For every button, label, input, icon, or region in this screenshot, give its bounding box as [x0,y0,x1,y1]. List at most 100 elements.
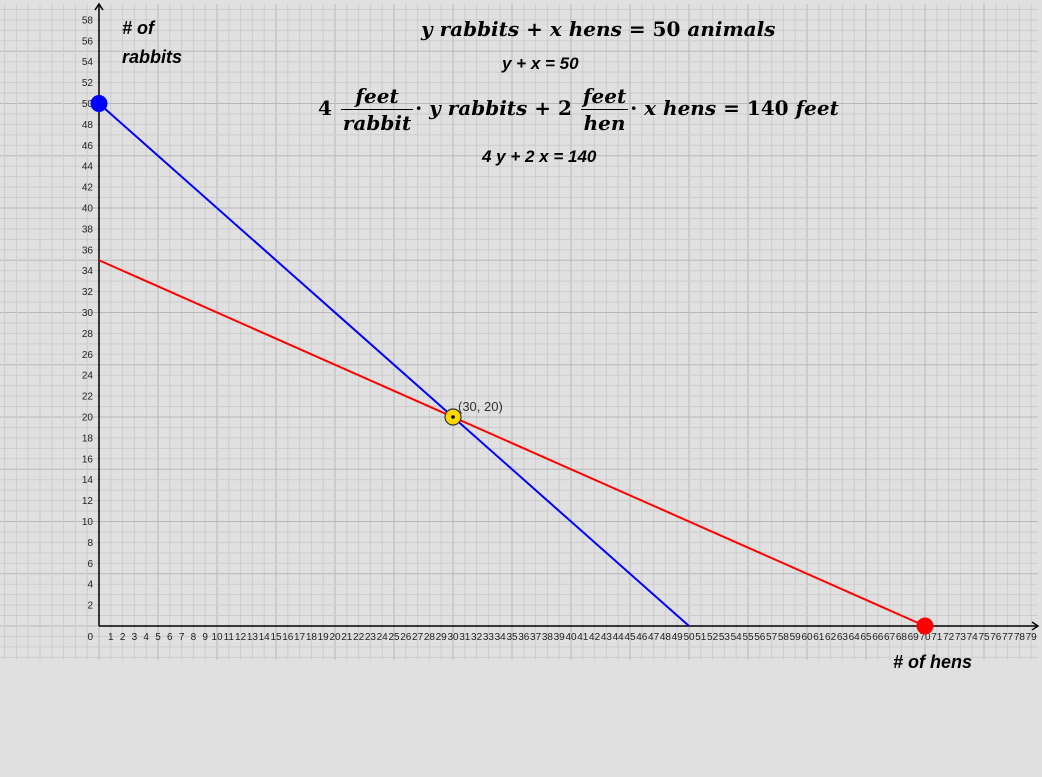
x-tick-label: 2 [120,632,126,643]
x-tick-label: 54 [731,632,743,643]
x-tick-label: 79 [1026,632,1038,643]
y-tick-label: 40 [82,204,94,215]
x-tick-label: 38 [542,632,554,643]
x-tick-label: 5 [155,632,161,643]
endpoint-marker[interactable] [916,617,934,635]
x-tick-label: 42 [589,632,601,643]
x-tick-label: 15 [270,632,282,643]
y-tick-label: 22 [82,392,94,403]
y-tick-label: 36 [82,245,94,256]
x-tick-label: 45 [624,632,636,643]
x-tick-label: 77 [1002,632,1014,643]
y-tick-label: 56 [82,36,94,47]
x-tick-label: 37 [530,632,542,643]
y-tick-label: 42 [82,183,94,194]
fraction-feet-per-hen: feet hen [580,84,629,135]
x-tick-label: 8 [191,632,197,643]
y-tick-label: 30 [82,308,94,319]
intersection-point-center [451,415,455,419]
x-tick-label: 16 [282,632,294,643]
x-tick-label: 32 [471,632,483,643]
x-tick-label: 6 [167,632,173,643]
y-axis-label-line1: # of [122,18,155,38]
x-tick-label: 27 [412,632,424,643]
y-tick-label: 50 [82,99,94,110]
y-tick-label: 46 [82,141,94,152]
x-tick-label: 74 [967,632,979,643]
x-tick-label: 64 [849,632,861,643]
x-tick-label: 17 [294,632,306,643]
x-tick-label: 60 [801,632,813,643]
x-tick-label: 44 [613,632,625,643]
x-tick-label: 49 [672,632,684,643]
grid-lines [0,4,1038,660]
x-tick-label: 57 [766,632,778,643]
x-tick-label: 30 [447,632,459,643]
x-tick-label: 69 [908,632,920,643]
x-tick-label: 71 [931,632,943,643]
x-tick-label: 11 [224,632,235,643]
point-markers[interactable]: (30, 20) [90,95,934,635]
y-tick-label: 20 [82,413,94,424]
y-tick-label: 10 [82,517,94,528]
x-tick-label: 47 [648,632,660,643]
x-tick-label: 41 [577,632,589,643]
x-tick-label: 14 [259,632,271,643]
x-tick-label: 12 [235,632,247,643]
x-tick-label: 62 [825,632,837,643]
x-tick-label: 59 [790,632,802,643]
fraction-feet-per-rabbit: feet rabbit [340,84,414,135]
x-tick-label: 22 [353,632,365,643]
x-tick-label: 58 [778,632,790,643]
equation-2-simple: 4 y + 2 x = 140 [482,147,597,166]
y-tick-label: 4 [87,580,93,591]
y-tick-label: 26 [82,350,94,361]
x-tick-label: 46 [636,632,648,643]
x-tick-label: 72 [943,632,955,643]
y-tick-label: 38 [82,224,94,235]
x-axis-arrow [1031,621,1040,631]
y-tick-label: 28 [82,329,94,340]
x-tick-label: 76 [990,632,1002,643]
y-tick-label: 16 [82,454,94,465]
x-tick-label: 40 [565,632,577,643]
equation-2-math: 4 feet rabbit · y rabbits + 2 feet hen · x h… [318,84,839,135]
x-tick-label: 36 [518,632,530,643]
x-tick-label: 39 [554,632,566,643]
y-tick-label: 52 [82,78,94,89]
y-tick-label: 12 [82,496,94,507]
y-tick-label: 32 [82,287,94,298]
intersection-point-label: (30, 20) [458,399,503,414]
endpoint-marker[interactable] [90,95,108,112]
x-tick-label: 52 [707,632,719,643]
y-axis-label-line2: rabbits [122,47,183,67]
x-axis-label: # of hens [893,652,973,672]
x-tick-label: 34 [495,632,507,643]
x-tick-label: 33 [483,632,495,643]
x-tick-label: 23 [365,632,377,643]
x-tick-label: 21 [341,632,353,643]
y-tick-label: 34 [82,266,94,277]
x-tick-label: 68 [896,632,908,643]
y-tick-label: 58 [82,15,94,26]
x-tick-label: 1 [108,632,114,643]
x-tick-label: 43 [601,632,613,643]
x-tick-label: 26 [400,632,412,643]
x-tick-label: 51 [695,632,707,643]
x-tick-label: 67 [884,632,896,643]
y-tick-label: 2 [87,601,93,612]
x-tick-label: 70 [919,632,931,643]
x-tick-label: 29 [436,632,448,643]
x-tick-label: 78 [1014,632,1026,643]
y-tick-label: 6 [87,559,93,570]
x-tick-label: 20 [329,632,341,643]
x-tick-label: 73 [955,632,967,643]
x-tick-label: 18 [306,632,318,643]
x-tick-label: 28 [424,632,436,643]
series-line-1 [98,102,690,627]
y-tick-label: 18 [82,433,94,444]
x-tick-label: 13 [247,632,259,643]
y-tick-label: 14 [82,475,94,486]
